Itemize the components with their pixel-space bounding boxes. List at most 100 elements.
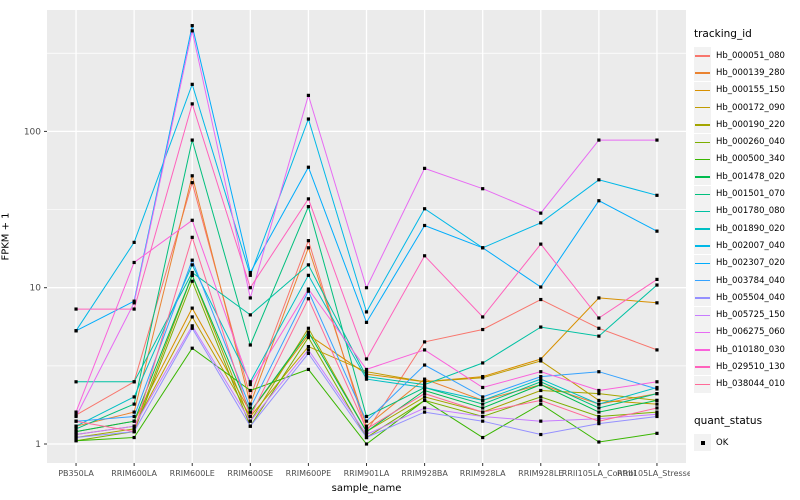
data-point (306, 333, 311, 337)
data-point (364, 427, 369, 431)
data-point (248, 419, 252, 423)
legend-key (694, 64, 711, 82)
data-point (248, 424, 252, 428)
legend-item-Hb_001478_020: Hb_001478_020 (694, 168, 798, 186)
legend-key-line-icon (695, 245, 710, 247)
data-point (481, 414, 485, 419)
legend-key (694, 272, 711, 289)
data-point (597, 410, 601, 414)
data-point (306, 205, 311, 209)
legend-item-Hb_001890_020: Hb_001890_020 (694, 220, 798, 238)
data-point (655, 387, 659, 391)
data-point (364, 419, 369, 423)
data-point (597, 296, 601, 300)
legend-key-line-icon (695, 280, 710, 282)
data-point (306, 297, 311, 301)
data-point (481, 419, 485, 423)
data-point (248, 388, 252, 393)
data-point (422, 254, 427, 258)
legend-item-Hb_000051_080: Hb_000051_080 (694, 47, 798, 65)
data-point (132, 301, 136, 305)
data-point (597, 178, 601, 182)
data-point (597, 370, 601, 374)
x-tick-label: RRIM600SE (227, 469, 273, 478)
legend-item-Hb_002307_020: Hb_002307_020 (694, 254, 798, 272)
data-point (655, 398, 659, 403)
data-point (306, 239, 311, 243)
data-point (539, 357, 543, 361)
data-point (597, 398, 601, 403)
data-point (132, 430, 136, 434)
data-point (306, 246, 311, 250)
data-point (248, 395, 252, 399)
data-point (655, 414, 659, 419)
legend: tracking_id Hb_000051_080 Hb_000139_280 Hb… (694, 28, 798, 452)
data-point (132, 240, 136, 244)
data-point (597, 414, 601, 419)
black-square-icon (700, 440, 705, 445)
legend-key-line-icon (695, 349, 710, 351)
legend-key-line-icon (695, 210, 710, 213)
legend-key-line-icon (695, 107, 710, 109)
data-point (306, 348, 311, 352)
data-point (539, 402, 543, 406)
data-point (74, 439, 78, 443)
data-point (481, 410, 485, 414)
legend-item-Hb_005504_040: Hb_005504_040 (694, 289, 798, 307)
data-point (364, 370, 369, 374)
data-point (306, 287, 311, 291)
data-point (597, 392, 601, 396)
data-point (306, 367, 311, 372)
y-tick-label: 1 (35, 440, 41, 450)
data-point (306, 289, 311, 293)
data-point (132, 380, 136, 384)
data-point (190, 102, 194, 106)
data-point (655, 412, 659, 416)
data-point (597, 199, 601, 203)
y-tick-label: 10 (30, 284, 42, 294)
data-point (74, 329, 78, 333)
data-point (74, 380, 78, 384)
data-point (481, 315, 485, 319)
legend-item-Hb_029510_130: Hb_029510_130 (694, 358, 798, 376)
data-point (364, 432, 369, 437)
x-tick-label: RRIM928BA (401, 469, 448, 478)
data-point (190, 235, 194, 239)
data-point (481, 406, 485, 410)
data-point (190, 138, 194, 142)
data-point (132, 307, 136, 311)
data-point (306, 326, 311, 330)
data-point (132, 299, 136, 303)
data-point (422, 166, 427, 170)
data-point (74, 419, 78, 423)
data-point (364, 357, 369, 361)
legend-key (694, 47, 711, 65)
data-point (364, 374, 369, 379)
data-point (132, 395, 136, 399)
legend-key-line-icon (695, 55, 710, 57)
data-point (74, 435, 78, 440)
y-tick-label: 100 (24, 127, 41, 137)
y-axis-title: FPKM + 1 (0, 212, 12, 261)
data-point (481, 361, 485, 365)
data-point (422, 380, 427, 384)
data-point (74, 424, 78, 428)
data-point (74, 427, 78, 431)
legend-item-label: Hb_000172_090 (716, 102, 785, 113)
x-tick-label: RRIM901LA (344, 469, 390, 478)
data-point (539, 419, 543, 423)
legend-title-tracking-id: tracking_id (694, 28, 752, 40)
data-point (422, 392, 427, 396)
data-point (190, 306, 194, 310)
data-point (422, 363, 427, 367)
data-point (306, 335, 311, 340)
x-axis-title: sample_name (331, 483, 402, 494)
legend-item-label: Hb_003784_040 (716, 275, 785, 286)
data-point (655, 431, 659, 435)
data-point (422, 398, 427, 403)
legend-item-label: Hb_002307_020 (716, 258, 785, 269)
data-point (597, 138, 601, 142)
legend-title-quant-status: quant_status (694, 414, 763, 427)
legend-item-label: Hb_000051_080 (716, 50, 785, 61)
data-point (306, 351, 311, 355)
